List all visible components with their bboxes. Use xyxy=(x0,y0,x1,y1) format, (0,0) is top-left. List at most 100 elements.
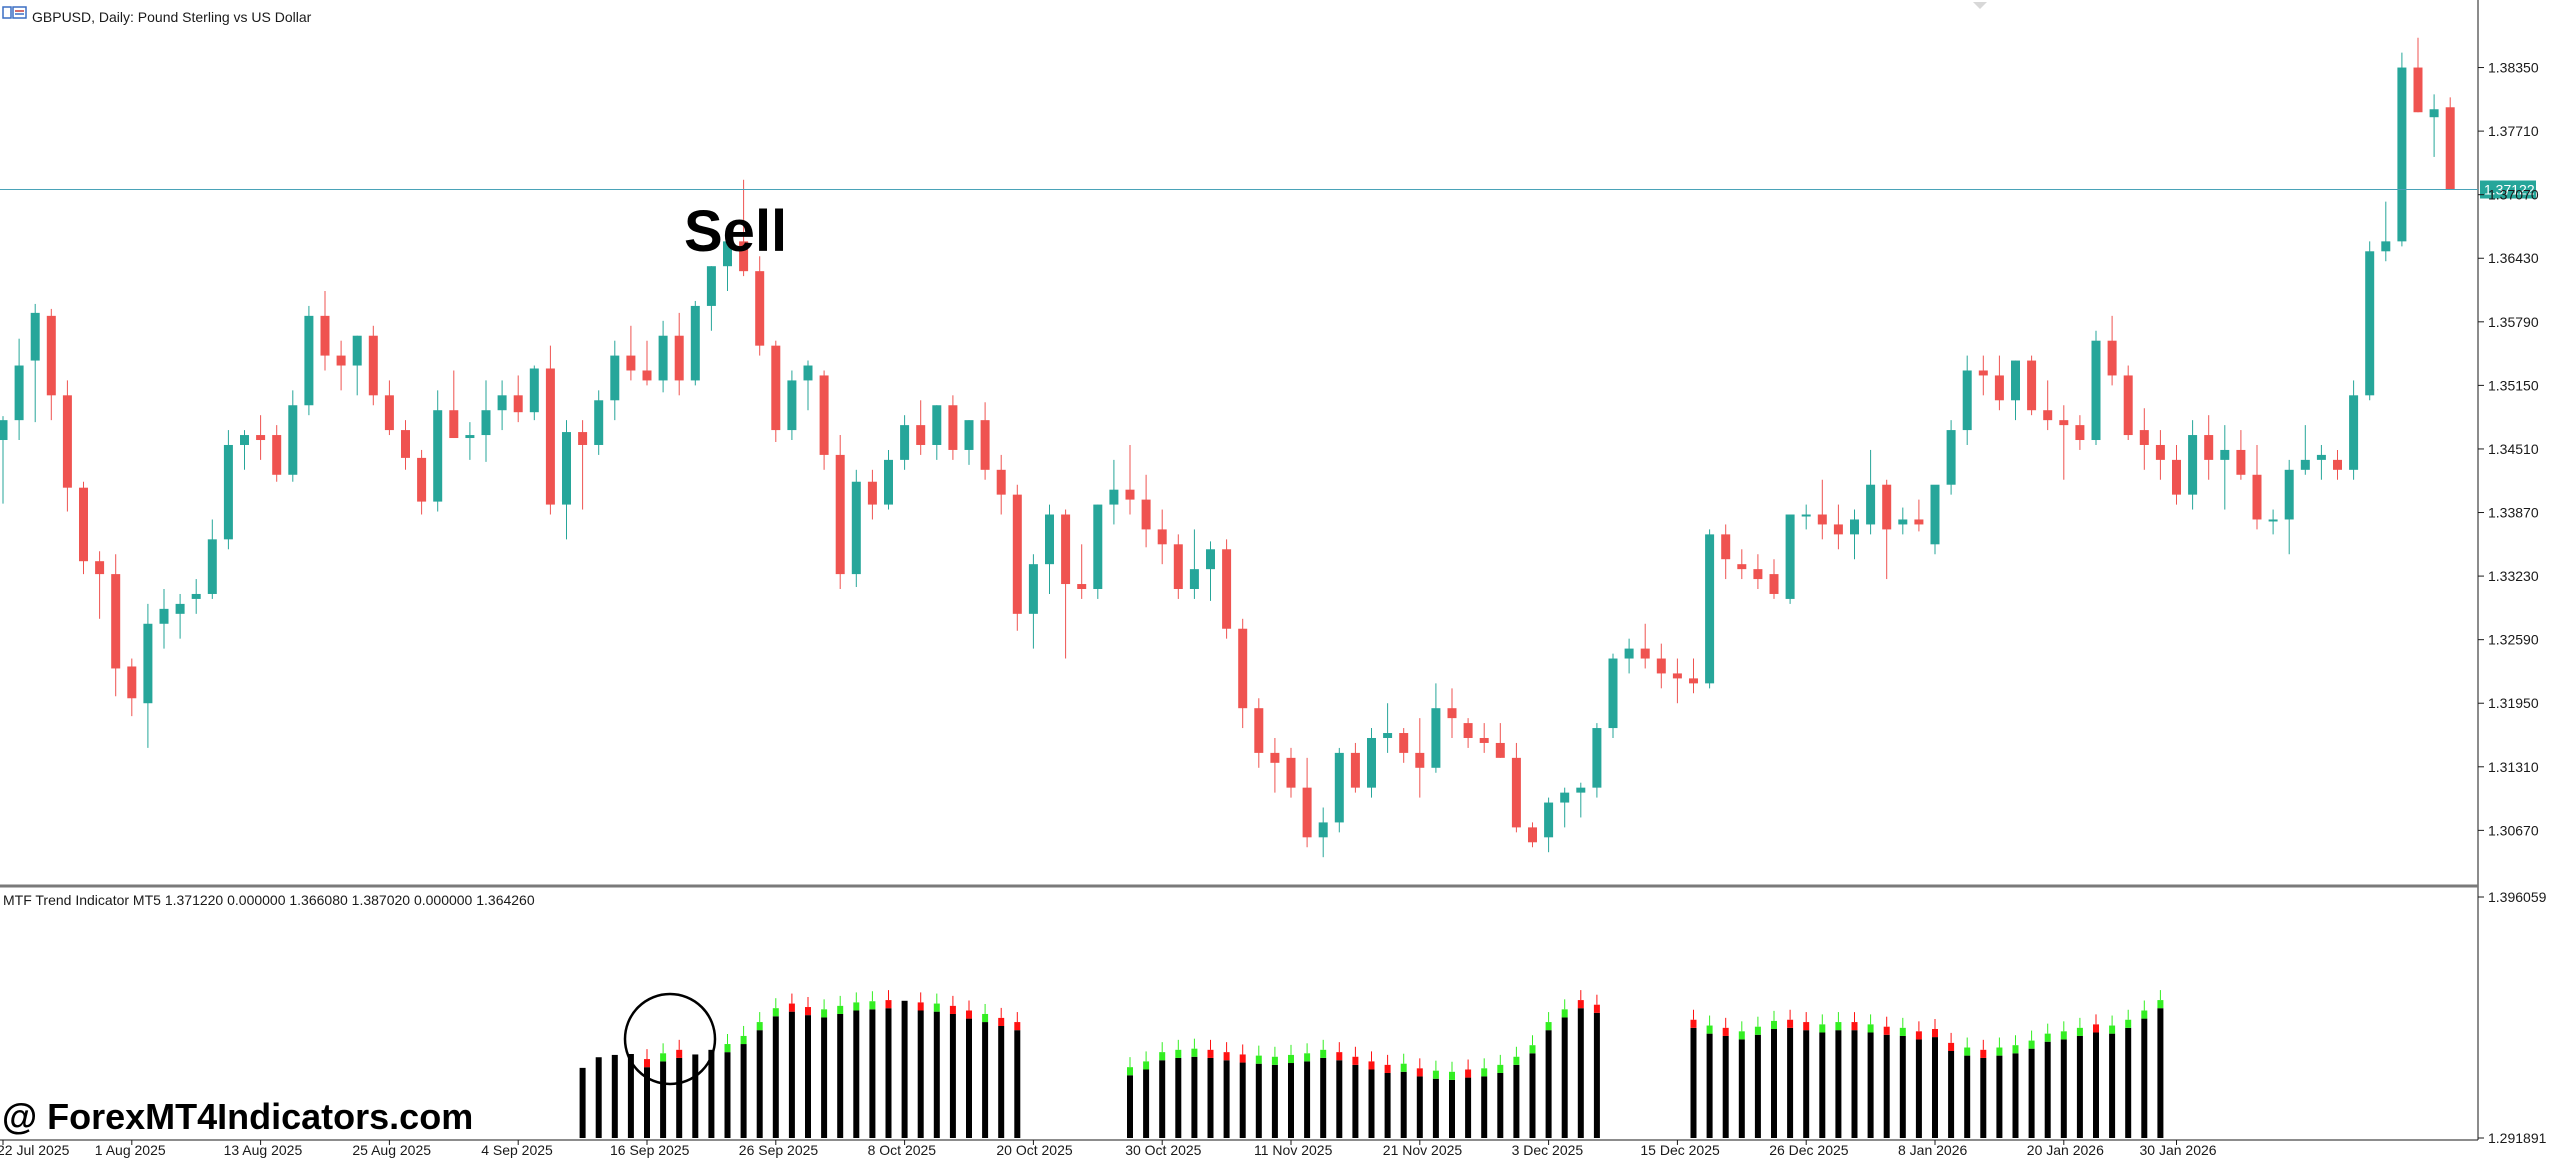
candle-body xyxy=(417,457,427,502)
histogram-cap xyxy=(756,1022,763,1031)
candle-body xyxy=(2011,360,2020,401)
histogram-column xyxy=(1948,1050,1955,1138)
candle xyxy=(2381,201,2391,262)
candle-body xyxy=(304,315,314,406)
histogram-column xyxy=(1513,1064,1520,1138)
candle-body xyxy=(690,305,700,381)
histogram-cap xyxy=(2028,1040,2035,1049)
candle xyxy=(1447,688,1457,738)
candle xyxy=(465,422,475,460)
histogram-cap xyxy=(1851,1022,1858,1031)
histogram-bar xyxy=(901,1000,908,1138)
histogram-column xyxy=(1207,1057,1214,1138)
histogram-bar xyxy=(1915,1021,1922,1138)
candle-body xyxy=(1753,569,1763,580)
candle-body xyxy=(497,395,507,411)
histogram-column xyxy=(998,1026,1005,1138)
histogram-column xyxy=(1336,1060,1343,1138)
candle xyxy=(1656,643,1666,689)
histogram-bar xyxy=(692,1054,699,1138)
candle-body xyxy=(819,375,829,455)
time-axis[interactable]: 22 Jul 2025 1 Aug 2025 13 Aug 2025 25 Aug 2… xyxy=(0,1140,2217,1158)
candle xyxy=(1882,479,1892,580)
histogram-cap xyxy=(1223,1052,1230,1061)
candle xyxy=(433,390,443,512)
histogram-bar xyxy=(1497,1054,1504,1138)
histogram-bar xyxy=(949,995,956,1138)
candle-body xyxy=(2413,67,2423,113)
candle xyxy=(2445,97,2455,190)
candle xyxy=(497,380,507,431)
histogram-column xyxy=(2157,1008,2164,1138)
candle xyxy=(2333,449,2342,480)
histogram-cap xyxy=(1787,1019,1794,1028)
histogram-cap xyxy=(1577,1000,1584,1009)
candle xyxy=(513,375,523,423)
candle xyxy=(1286,747,1296,798)
candle xyxy=(1705,529,1715,689)
time-tick-label: 30 Oct 2025 xyxy=(1125,1142,1201,1158)
histogram-bar xyxy=(1819,1014,1826,1138)
histogram-column xyxy=(1304,1061,1311,1138)
candle-body xyxy=(932,405,942,445)
candle-body xyxy=(223,444,233,540)
histogram-cap xyxy=(1255,1055,1262,1064)
candle-body xyxy=(1334,752,1344,823)
candle xyxy=(1624,638,1634,674)
chart-shift-marker-icon[interactable] xyxy=(1973,2,1987,9)
price-tick-label: 1.38350 xyxy=(2488,60,2539,76)
candle-body xyxy=(1479,737,1489,743)
time-tick-label: 26 Sep 2025 xyxy=(739,1142,819,1158)
candle xyxy=(674,312,684,396)
candle-body xyxy=(1737,564,1747,570)
histogram-bar xyxy=(1207,1039,1214,1138)
candle xyxy=(1415,718,1425,798)
histogram-bar xyxy=(1738,1021,1745,1138)
histogram-bar xyxy=(1288,1044,1294,1138)
candle-body xyxy=(2139,430,2149,445)
candle xyxy=(111,554,121,697)
histogram-bar xyxy=(1867,1014,1874,1138)
histogram-column xyxy=(1996,1055,2003,1138)
histogram-cap xyxy=(1513,1056,1520,1065)
candle xyxy=(706,266,716,331)
candle xyxy=(658,320,668,393)
histogram-column xyxy=(611,1054,618,1138)
candle xyxy=(2365,241,2375,401)
price-tick-label: 1.35150 xyxy=(2488,377,2539,393)
candle xyxy=(1479,723,1489,753)
histogram-bar xyxy=(1175,1039,1182,1138)
histogram-column xyxy=(676,1057,683,1138)
time-tick-label: 15 Dec 2025 xyxy=(1640,1142,1720,1158)
histogram-bar xyxy=(2109,1015,2116,1138)
histogram-bar xyxy=(2028,1030,2035,1138)
histogram-column xyxy=(1980,1057,1987,1138)
candle xyxy=(1222,539,1232,639)
histogram-column xyxy=(1239,1062,1246,1138)
candle xyxy=(2284,459,2294,555)
candle-body xyxy=(2236,449,2246,475)
candle xyxy=(1270,737,1280,793)
histogram-cap xyxy=(1127,1067,1133,1076)
histogram-bar xyxy=(1191,1038,1198,1138)
candle xyxy=(996,454,1006,515)
histogram-bar xyxy=(853,992,860,1138)
candle xyxy=(1930,484,1940,555)
candle xyxy=(304,305,314,416)
candle-body xyxy=(95,561,105,575)
candle xyxy=(2300,425,2310,475)
histogram-cap xyxy=(1948,1042,1955,1051)
candle-body xyxy=(2220,449,2230,460)
candle xyxy=(948,395,958,460)
histogram-column xyxy=(724,1052,731,1138)
candle xyxy=(1206,541,1215,601)
histogram-column xyxy=(660,1061,667,1138)
chart-menu-icon[interactable] xyxy=(2,6,27,19)
histogram-cap xyxy=(1754,1026,1761,1035)
candle-body xyxy=(771,345,781,431)
indicator-axis[interactable]: 1.396059 1.291891 xyxy=(2478,889,2547,1146)
candle-body xyxy=(2397,67,2407,242)
price-axis[interactable]: 1.38350 1.37710 1.37070 1.36430 1.35790 1.351… xyxy=(2478,60,2539,839)
candle-body xyxy=(1141,499,1151,530)
